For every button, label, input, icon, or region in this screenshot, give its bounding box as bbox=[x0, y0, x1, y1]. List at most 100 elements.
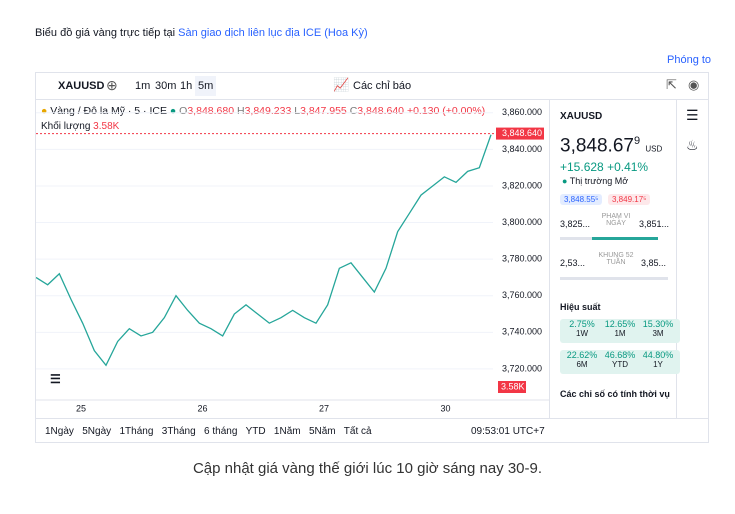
period[interactable]: 3Tháng bbox=[161, 426, 196, 437]
watchlist-icon[interactable]: ☰ bbox=[686, 107, 699, 123]
period[interactable]: 6 tháng bbox=[204, 426, 238, 437]
perf-cell: 12.65% 1M bbox=[598, 319, 642, 343]
share-icon[interactable]: ⇱ bbox=[666, 77, 677, 92]
period[interactable]: 5Ngày bbox=[82, 426, 112, 437]
ohlc-value: 3,849.233 bbox=[244, 105, 292, 117]
price: 3,848.67 bbox=[560, 135, 634, 157]
week-low: 2,53... bbox=[560, 258, 586, 268]
y-tick-label: 3,780.000 bbox=[502, 254, 542, 264]
last-price-label: 3,848.640 bbox=[502, 128, 542, 138]
interval[interactable]: 1m bbox=[135, 80, 151, 92]
ask: 3,849.17⁵ bbox=[608, 194, 651, 205]
caption: Cập nhật giá vàng thế giới lúc 10 giờ sá… bbox=[192, 460, 543, 477]
perf-cell: 22.62% 6M bbox=[560, 350, 604, 374]
y-tick-label: 3,800.000 bbox=[502, 217, 542, 227]
perf-value: 12.65% bbox=[604, 319, 636, 329]
period[interactable]: 1Tháng bbox=[119, 426, 154, 437]
legend-name: Vàng / Đô la Mỹ · 5 · ICE bbox=[50, 105, 167, 117]
perf-cell: 46.68% YTD bbox=[598, 350, 642, 374]
perf-value: 2.75% bbox=[569, 319, 595, 329]
y-tick-label: 3,840.000 bbox=[502, 144, 542, 154]
indicators[interactable]: Các chỉ báo bbox=[353, 80, 412, 92]
add-button[interactable]: ⊕ bbox=[106, 77, 118, 93]
ohlc-value: 3,847.955 bbox=[300, 105, 347, 117]
y-tick-label: 3,820.000 bbox=[502, 180, 542, 190]
week-label: KHUNG 52 TUẦN bbox=[598, 252, 634, 266]
legend: ● Vàng / Đô la Mỹ · 5 · ICE ● O3,848.680… bbox=[41, 105, 486, 117]
footer-divider bbox=[36, 418, 708, 419]
perf-period: 3M bbox=[652, 329, 664, 338]
market-status: ● Thị trường Mở bbox=[562, 176, 629, 186]
currency: USD bbox=[645, 144, 663, 154]
panel-divider bbox=[549, 100, 550, 418]
panel-change: +15.628 +0.41% bbox=[560, 160, 648, 174]
period[interactable]: 1Năm bbox=[273, 426, 301, 437]
y-tick-label: 3,860.000 bbox=[502, 107, 542, 117]
widget: XAUUSD ⊕ 1m 30m 1h 5m 📈 Các chỉ báo ⇱ ◉ … bbox=[35, 72, 709, 443]
tv-logo: ☰ bbox=[50, 372, 61, 386]
perf-period: 6M bbox=[576, 360, 588, 369]
last-price-box bbox=[496, 127, 544, 140]
ohlc-key: L bbox=[294, 105, 301, 117]
seasonal-title: Các chỉ số có tính thời vụ bbox=[560, 389, 670, 399]
ohlc-change: +0.130 (+0.00%) bbox=[406, 105, 486, 117]
hot-icon[interactable]: ♨ bbox=[686, 137, 699, 153]
ice-link[interactable]: Sàn giao dịch liên lục địa ICE (Hoa Kỳ) bbox=[178, 27, 368, 39]
camera-icon[interactable]: ◉ bbox=[688, 77, 700, 92]
change-pct: +0.41% bbox=[607, 160, 649, 174]
y-tick-label: 3,760.000 bbox=[502, 290, 542, 300]
perf-period: YTD bbox=[612, 360, 628, 369]
panel-symbol: XAUUSD bbox=[560, 111, 603, 122]
clock: 09:53:01 UTC+7 bbox=[471, 426, 545, 437]
symbol[interactable]: XAUUSD bbox=[58, 80, 105, 92]
y-tick-label: 3,720.000 bbox=[502, 363, 542, 373]
x-tick-label: 25 bbox=[76, 403, 86, 413]
intro: Biểu đồ giá vàng trực tiếp tại Sàn giao … bbox=[35, 27, 368, 39]
day-low: 3,825... bbox=[560, 219, 591, 229]
perf-title: Hiệu suất bbox=[560, 302, 601, 312]
day-label: PHẠM VI NGÀY bbox=[601, 213, 631, 227]
indicators-icon: 📈 bbox=[333, 77, 350, 92]
perf-value: 44.80% bbox=[642, 350, 674, 360]
interval-active[interactable]: 5m bbox=[195, 76, 217, 96]
period[interactable]: Tất cả bbox=[343, 426, 372, 437]
perf-period: 1W bbox=[576, 329, 588, 338]
day-range-track bbox=[560, 237, 592, 240]
perf-value: 15.30% bbox=[642, 319, 674, 329]
x-tick-label: 26 bbox=[197, 403, 207, 413]
volume-label: Khối lượng bbox=[41, 121, 91, 132]
volume-legend: Khối lượng 3.58K bbox=[41, 121, 119, 132]
x-tick-label: 27 bbox=[319, 403, 329, 413]
y-tick-label: 3,740.000 bbox=[502, 327, 542, 337]
perf-cell: 44.80% 1Y bbox=[636, 350, 680, 374]
perf-cell: 2.75% 1W bbox=[560, 319, 604, 343]
perf-value: 46.68% bbox=[604, 350, 636, 360]
period[interactable]: 5Năm bbox=[308, 426, 336, 437]
ohlc-key: O bbox=[179, 105, 188, 117]
perf-value: 22.62% bbox=[566, 350, 598, 360]
change: +15.628 bbox=[560, 160, 604, 174]
period-bar: 1Ngày 5Ngày 1Tháng 3Tháng 6 tháng YTD 1N… bbox=[45, 426, 372, 437]
zoom-link[interactable]: Phóng to bbox=[667, 54, 712, 66]
volume-value: 3.58K bbox=[93, 121, 120, 132]
week-high: 3,85... bbox=[641, 258, 667, 268]
week-range-track bbox=[560, 277, 668, 280]
ohlc-key: H bbox=[236, 105, 245, 117]
ohlc-value: 3,848.680 bbox=[187, 105, 235, 117]
price-sup: 9 bbox=[633, 135, 641, 147]
price-chart: 3,720.000 3,740.000 3,760.000 3,780.000 3,80… bbox=[36, 107, 549, 413]
interval[interactable]: 30m bbox=[155, 80, 177, 92]
day-range-bar bbox=[592, 237, 658, 240]
status: Thị trường Mở bbox=[569, 176, 629, 186]
day-high: 3,851... bbox=[639, 219, 670, 229]
volume-tag: 3.58K bbox=[501, 381, 525, 391]
interval[interactable]: 1h bbox=[180, 80, 193, 92]
price-line bbox=[36, 134, 492, 367]
period[interactable]: YTD bbox=[245, 426, 266, 437]
x-tick-label: 30 bbox=[440, 403, 450, 413]
period[interactable]: 1Ngày bbox=[45, 426, 74, 437]
volume-tag-box bbox=[498, 381, 526, 393]
bid: 3,848.55⁵ bbox=[560, 194, 603, 205]
ohlc-key: C bbox=[349, 105, 358, 117]
